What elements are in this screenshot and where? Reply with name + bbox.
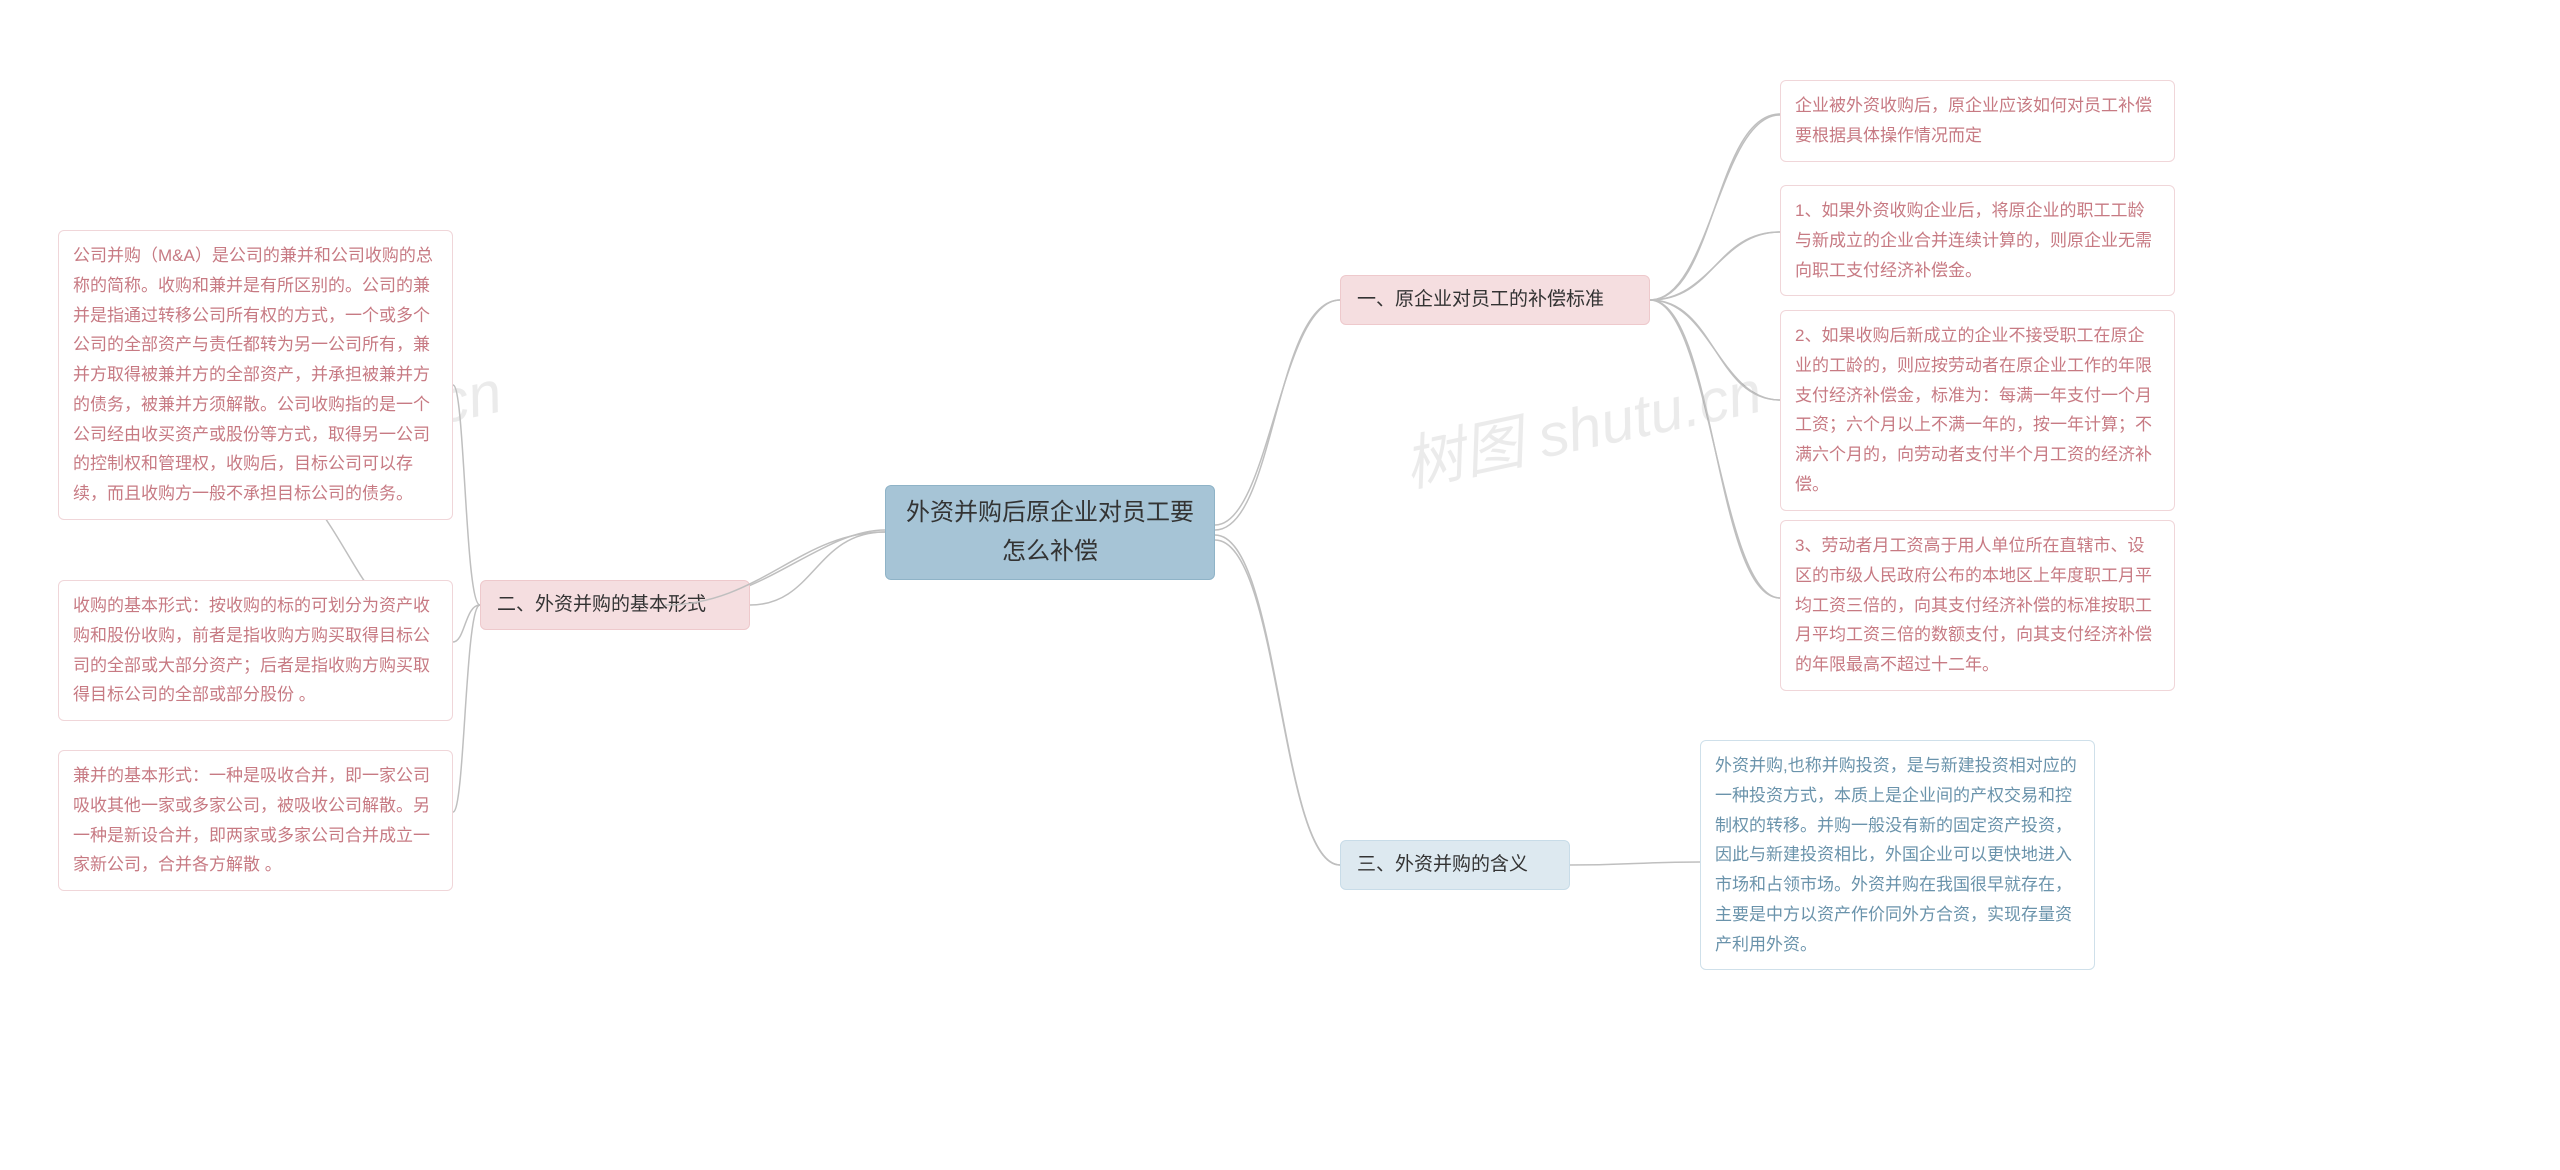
leaf-text: 外资并购,也称并购投资，是与新建投资相对应的一种投资方式，本质上是企业间的产权交… <box>1715 751 2080 959</box>
leaf-text: 2、如果收购后新成立的企业不接受职工在原企业的工龄的，则应按劳动者在原企业工作的… <box>1795 321 2160 500</box>
leaf-text: 收购的基本形式：按收购的标的可划分为资产收购和股份收购，前者是指收购方购买取得目… <box>73 591 438 710</box>
watermark-2: 树图 shutu.cn <box>1395 343 1769 504</box>
branch-2: 二、外资并购的基本形式 <box>480 580 750 630</box>
branch-1-leaf-2: 2、如果收购后新成立的企业不接受职工在原企业的工龄的，则应按劳动者在原企业工作的… <box>1780 310 2175 511</box>
leaf-text: 1、如果外资收购企业后，将原企业的职工工龄与新成立的企业合并连续计算的，则原企业… <box>1795 196 2160 285</box>
branch-2-leaf-1: 收购的基本形式：按收购的标的可划分为资产收购和股份收购，前者是指收购方购买取得目… <box>58 580 453 721</box>
branch-1: 一、原企业对员工的补偿标准 <box>1340 275 1650 325</box>
branch-3-label: 三、外资并购的含义 <box>1357 849 1528 881</box>
branch-1-label: 一、原企业对员工的补偿标准 <box>1357 284 1604 316</box>
branch-2-leaf-0: 公司并购（M&A）是公司的兼并和公司收购的总称的简称。收购和兼并是有所区别的。公… <box>58 230 453 520</box>
branch-2-leaf-2: 兼并的基本形式：一种是吸收合并，即一家公司吸收其他一家或多家公司，被吸收公司解散… <box>58 750 453 891</box>
leaf-text: 公司并购（M&A）是公司的兼并和公司收购的总称的简称。收购和兼并是有所区别的。公… <box>73 241 438 509</box>
leaf-text: 3、劳动者月工资高于用人单位所在直辖市、设区的市级人民政府公布的本地区上年度职工… <box>1795 531 2160 680</box>
leaf-text: 兼并的基本形式：一种是吸收合并，即一家公司吸收其他一家或多家公司，被吸收公司解散… <box>73 761 438 880</box>
branch-2-label: 二、外资并购的基本形式 <box>497 589 706 621</box>
leaf-text: 企业被外资收购后，原企业应该如何对员工补偿要根据具体操作情况而定 <box>1795 91 2160 151</box>
branch-1-leaf-3: 3、劳动者月工资高于用人单位所在直辖市、设区的市级人民政府公布的本地区上年度职工… <box>1780 520 2175 691</box>
root-node: 外资并购后原企业对员工要怎么补偿 <box>885 485 1215 580</box>
branch-3: 三、外资并购的含义 <box>1340 840 1570 890</box>
branch-1-leaf-0: 企业被外资收购后，原企业应该如何对员工补偿要根据具体操作情况而定 <box>1780 80 2175 162</box>
branch-3-leaf-0: 外资并购,也称并购投资，是与新建投资相对应的一种投资方式，本质上是企业间的产权交… <box>1700 740 2095 970</box>
branch-1-leaf-1: 1、如果外资收购企业后，将原企业的职工工龄与新成立的企业合并连续计算的，则原企业… <box>1780 185 2175 296</box>
root-text: 外资并购后原企业对员工要怎么补偿 <box>902 494 1198 571</box>
